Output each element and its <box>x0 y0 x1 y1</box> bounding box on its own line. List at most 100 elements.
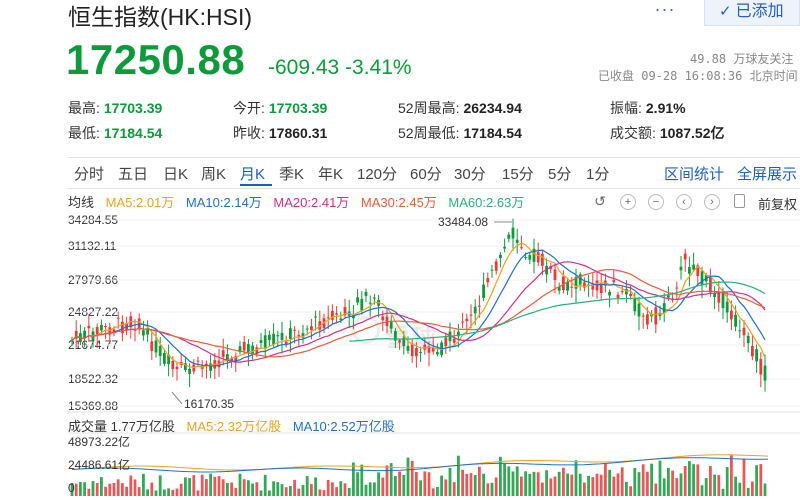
candle-body <box>95 327 99 335</box>
candle-body <box>133 329 137 331</box>
tab-120min[interactable]: 120分 <box>357 166 398 183</box>
candle-body <box>402 337 406 347</box>
added-watchlist-button[interactable]: ✓ 已添加 <box>704 0 800 26</box>
settings-icon[interactable] <box>734 194 745 208</box>
page-title: 恒生指数(HK:HSI) <box>68 4 252 30</box>
fullscreen-link[interactable]: 全屏展示 <box>737 166 798 183</box>
low-annotation: 16170.35 <box>184 397 234 411</box>
tab-1min[interactable]: 1分 <box>586 166 610 183</box>
volume-bar <box>389 463 393 496</box>
volume-bar <box>419 480 422 496</box>
candle-body <box>318 321 322 330</box>
tab-15min[interactable]: 15分 <box>502 166 534 183</box>
tab-5day[interactable]: 五日 <box>118 166 149 183</box>
candle-body <box>87 325 91 329</box>
volume-bar <box>738 482 742 496</box>
tab-year-k[interactable]: 年K <box>318 166 344 183</box>
candle-body <box>221 350 225 357</box>
range-stats-link[interactable]: 区间统计 <box>664 166 725 183</box>
volume-bar <box>562 467 565 496</box>
candle-body <box>436 352 439 355</box>
zoom-out-icon[interactable]: − <box>648 194 664 210</box>
tab-30min[interactable]: 30分 <box>454 166 486 183</box>
scroll-left-icon[interactable]: ‹ <box>676 194 692 210</box>
candle-body <box>725 301 729 313</box>
volume-ma-line <box>71 457 769 473</box>
more-options-button[interactable]: ··· <box>654 0 676 19</box>
candle-body <box>150 341 154 351</box>
volume-bar <box>616 473 620 496</box>
volume-bar <box>578 473 582 496</box>
candle-body <box>730 310 733 320</box>
tab-fenshi[interactable]: 分时 <box>74 166 105 183</box>
volume-bar <box>322 490 326 496</box>
volume-bar <box>503 463 506 496</box>
tab-5min[interactable]: 5分 <box>548 166 572 183</box>
candle-body <box>520 247 523 249</box>
ma30-line <box>71 268 766 358</box>
candle-body <box>541 253 544 266</box>
volume-bar <box>520 476 523 496</box>
candle-body <box>184 363 187 370</box>
candle-body <box>478 305 481 307</box>
candle-body <box>419 352 422 354</box>
volume-bar <box>200 474 204 496</box>
scroll-right-icon[interactable]: › <box>704 194 720 210</box>
volume-bar <box>482 473 485 496</box>
volume-bar <box>427 472 431 496</box>
tab-month-k[interactable]: 月K <box>240 166 266 183</box>
volume-bar <box>532 471 536 496</box>
ma5-line <box>71 242 766 369</box>
candle-body <box>696 265 700 276</box>
volume-bar <box>146 489 149 496</box>
volume-bar <box>335 487 338 496</box>
volume-bar <box>452 482 456 496</box>
volume-bar <box>284 487 288 496</box>
candle-body <box>146 328 149 335</box>
tab-day-k[interactable]: 日K <box>163 166 189 183</box>
candle-body <box>352 315 355 319</box>
volume-bar <box>221 479 225 496</box>
volume-bar <box>255 482 259 496</box>
candle-body <box>457 331 460 337</box>
volume-bar <box>192 475 196 496</box>
candle-body <box>620 290 624 293</box>
candle-body <box>646 314 649 325</box>
tab-60min[interactable]: 60分 <box>410 166 442 183</box>
candle-body <box>658 312 662 317</box>
market-status: 已收盘 09-28 16:08:36 北京时间 <box>598 69 798 83</box>
low-marker-line <box>171 391 183 405</box>
volume-bar <box>595 473 599 496</box>
volume-bar <box>79 482 82 496</box>
volume-bar <box>188 478 191 496</box>
candle-body <box>629 293 632 296</box>
volume-bar <box>167 488 170 496</box>
candle-body <box>415 348 418 357</box>
candle-body <box>679 266 683 271</box>
tab-quarter-k[interactable]: 季K <box>279 166 305 183</box>
stat-high: 最高: 17703.39 <box>68 100 163 116</box>
candle-body <box>717 292 721 303</box>
candle-body <box>482 284 485 298</box>
volume-bar <box>368 482 372 496</box>
volume-bar <box>381 477 385 496</box>
adjust-mode-select[interactable]: 前复权 <box>758 197 798 212</box>
ma10-legend: MA10:2.14万 <box>185 195 262 210</box>
candle-body <box>368 302 372 304</box>
volume-bar <box>486 483 490 496</box>
volume-bar <box>116 479 120 496</box>
reset-icon[interactable]: ↺ <box>594 193 606 209</box>
candle-body <box>578 274 582 285</box>
tab-week-k[interactable]: 周K <box>201 166 227 183</box>
candle-body <box>108 327 112 335</box>
candle-body <box>100 324 103 331</box>
candle-body <box>574 276 578 289</box>
volume-bar <box>226 483 229 496</box>
volume-bar <box>662 478 666 496</box>
candle-body <box>553 269 557 280</box>
candle-body <box>389 321 393 329</box>
stat-low: 最低: 17184.54 <box>68 125 163 141</box>
volume-bar <box>721 488 725 496</box>
zoom-in-icon[interactable]: + <box>620 194 636 210</box>
candle-body <box>209 363 212 371</box>
